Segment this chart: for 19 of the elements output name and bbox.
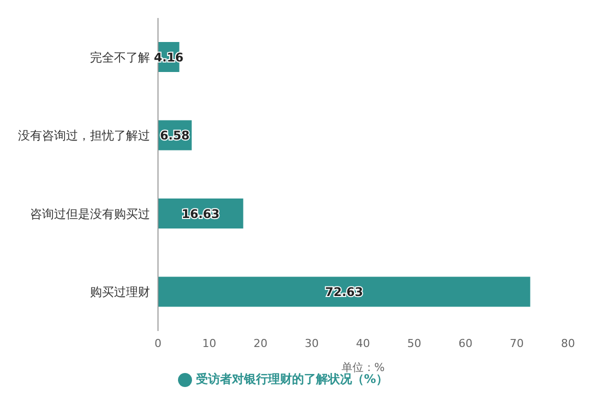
x-tick-label: 10	[202, 336, 216, 350]
legend-label: 受访者对银行理财的了解状况（%）	[196, 372, 388, 386]
data-label: 72.63	[325, 285, 364, 300]
x-tick-label: 50	[407, 336, 422, 350]
y-tick-label: 完全不了解	[90, 50, 150, 64]
y-tick-label: 咨询过但是没有购买过	[30, 206, 150, 221]
x-tick-label: 20	[254, 336, 268, 350]
y-tick-label: 购买过理财	[90, 285, 150, 300]
x-tick-label: 0	[154, 336, 162, 350]
y-tick-label: 没有咨询过，担忧了解过	[18, 128, 150, 143]
x-tick-label: 80	[561, 336, 575, 350]
x-tick-label: 70	[510, 336, 524, 350]
x-tick-label: 40	[356, 336, 370, 350]
data-label: 6.58	[160, 128, 190, 143]
data-label: 16.63	[182, 206, 220, 221]
bar	[158, 276, 530, 307]
x-tick-label: 30	[304, 336, 319, 350]
x-tick-label: 60	[458, 336, 472, 350]
x-axis-title: 单位：%	[341, 361, 385, 374]
